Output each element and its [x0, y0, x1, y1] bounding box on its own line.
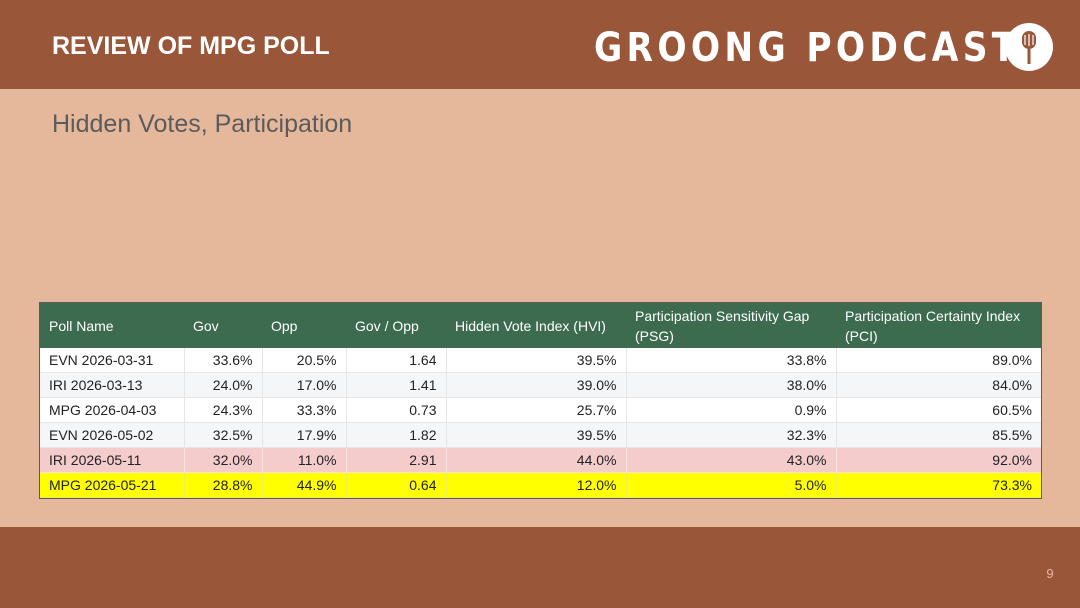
- slide-subtitle: Hidden Votes, Participation: [52, 110, 353, 138]
- table-row-highlighted-pink: IRI 2026-05-11 32.0% 11.0% 2.91 44.0% 43…: [40, 447, 1041, 473]
- cell-pci: 92.0%: [836, 447, 1041, 473]
- cell-hvi: 39.0%: [446, 372, 627, 398]
- cell-gov: 33.6%: [184, 348, 263, 373]
- cell-psg: 38.0%: [626, 372, 837, 398]
- cell-opp: 33.3%: [262, 397, 347, 423]
- bottom-bar: [0, 527, 1080, 608]
- table-row: IRI 2026-03-13 24.0% 17.0% 1.41 39.0% 38…: [40, 372, 1041, 398]
- cell-pci: 85.5%: [836, 422, 1041, 448]
- cell-pci: 89.0%: [836, 348, 1041, 373]
- table-row: MPG 2026-04-03 24.3% 33.3% 0.73 25.7% 0.…: [40, 397, 1041, 423]
- column-header-pci: Participation Certainty Index (PCI): [836, 303, 1041, 348]
- cell-psg: 0.9%: [626, 397, 837, 423]
- cell-opp: 11.0%: [262, 447, 347, 473]
- column-header-poll-name: Poll Name: [40, 303, 184, 348]
- table-row-highlighted-yellow: MPG 2026-05-21 28.8% 44.9% 0.64 12.0% 5.…: [40, 472, 1041, 498]
- cell-opp: 44.9%: [262, 472, 347, 498]
- cell-poll-name: EVN 2026-03-31: [40, 348, 185, 373]
- cell-gov-opp: 0.64: [346, 472, 447, 498]
- cell-hvi: 25.7%: [446, 397, 627, 423]
- cell-gov-opp: 1.82: [346, 422, 447, 448]
- cell-poll-name: MPG 2026-04-03: [40, 397, 185, 423]
- table-row: EVN 2026-05-02 32.5% 17.9% 1.82 39.5% 32…: [40, 422, 1041, 448]
- cell-gov-opp: 1.64: [346, 348, 447, 373]
- cell-psg: 5.0%: [626, 472, 837, 498]
- cell-poll-name: EVN 2026-05-02: [40, 422, 185, 448]
- cell-pci: 84.0%: [836, 372, 1041, 398]
- cell-gov-opp: 1.41: [346, 372, 447, 398]
- poll-comparison-table: Poll Name Gov Opp Gov / Opp Hidden Vote …: [40, 303, 1041, 498]
- column-header-hvi: Hidden Vote Index (HVI): [446, 303, 626, 348]
- logo-text: GROONG PODCAST: [594, 25, 1020, 71]
- top-bar: [0, 0, 1080, 89]
- cell-gov: 28.8%: [184, 472, 263, 498]
- table-row: EVN 2026-03-31 33.6% 20.5% 1.64 39.5% 33…: [40, 348, 1041, 373]
- cell-gov-opp: 0.73: [346, 397, 447, 423]
- cell-opp: 17.0%: [262, 372, 347, 398]
- cell-hvi: 12.0%: [446, 472, 627, 498]
- cell-gov: 24.0%: [184, 372, 263, 398]
- column-header-gov-opp: Gov / Opp: [346, 303, 446, 348]
- slide-title: REVIEW OF MPG POLL: [52, 32, 330, 60]
- column-header-opp: Opp: [262, 303, 346, 348]
- column-header-psg: Participation Sensitivity Gap (PSG): [626, 303, 836, 348]
- cell-poll-name: IRI 2026-03-13: [40, 372, 185, 398]
- cell-poll-name: IRI 2026-05-11: [40, 447, 185, 473]
- column-header-gov: Gov: [184, 303, 262, 348]
- cell-opp: 17.9%: [262, 422, 347, 448]
- cell-pci: 73.3%: [836, 472, 1041, 498]
- cell-hvi: 39.5%: [446, 422, 627, 448]
- cell-psg: 33.8%: [626, 348, 837, 373]
- groong-podcast-logo: GROONG PODCAST: [594, 22, 1064, 74]
- page-number: 9: [1046, 566, 1054, 581]
- table-header-row: Poll Name Gov Opp Gov / Opp Hidden Vote …: [40, 303, 1041, 348]
- microphone-icon: [1005, 23, 1053, 71]
- cell-hvi: 39.5%: [446, 348, 627, 373]
- cell-hvi: 44.0%: [446, 447, 627, 473]
- cell-poll-name: MPG 2026-05-21: [40, 472, 185, 498]
- cell-gov: 32.0%: [184, 447, 263, 473]
- cell-opp: 20.5%: [262, 348, 347, 373]
- cell-psg: 32.3%: [626, 422, 837, 448]
- cell-pci: 60.5%: [836, 397, 1041, 423]
- cell-psg: 43.0%: [626, 447, 837, 473]
- cell-gov: 32.5%: [184, 422, 263, 448]
- cell-gov: 24.3%: [184, 397, 263, 423]
- cell-gov-opp: 2.91: [346, 447, 447, 473]
